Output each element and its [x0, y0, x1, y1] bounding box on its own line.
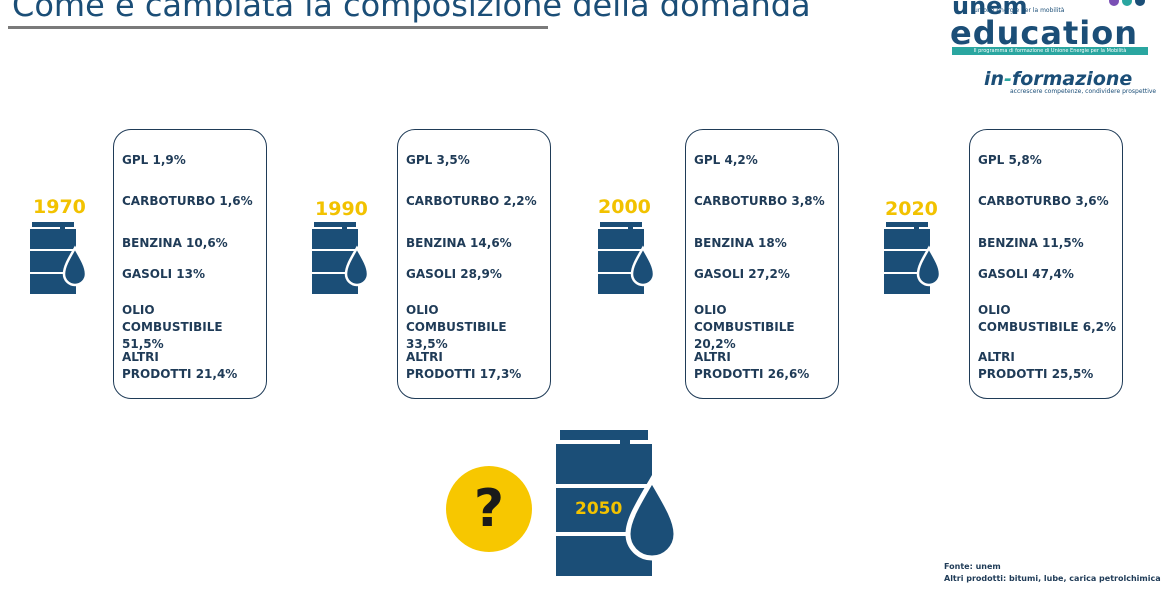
benzina-value: BENZINA 18%: [694, 236, 787, 250]
gasoli-value: GASOLI 27,2%: [694, 267, 790, 281]
education-logo: education: [950, 14, 1138, 52]
informazione-accent: -: [1004, 68, 1012, 90]
altri-prodotti-value: ALTRI PRODOTTI 26,6%: [694, 350, 810, 381]
year-label: 1990: [315, 198, 368, 220]
olio-combustibile-value: OLIO COMBUSTIBILE 6,2%: [978, 303, 1117, 334]
year-label: 1970: [33, 196, 86, 218]
carboturbo-value: CARBOTURBO 3,6%: [978, 194, 1109, 208]
year-label: 2020: [885, 198, 938, 220]
question-mark-icon: ?: [446, 466, 532, 552]
education-logo-subtitle: Il programma di formazione di Unione Ene…: [952, 47, 1148, 55]
benzina-value: BENZINA 11,5%: [978, 236, 1084, 250]
title-underline: [8, 26, 548, 29]
gpl-value: GPL 5,8%: [978, 153, 1042, 167]
oil-barrel-icon: [312, 222, 370, 294]
question-mark-text: ?: [473, 479, 505, 539]
carboturbo-value: CARBOTURBO 1,6%: [122, 194, 253, 208]
year-label: 2000: [598, 196, 651, 218]
benzina-value: BENZINA 14,6%: [406, 236, 512, 250]
gasoli-value: GASOLI 28,9%: [406, 267, 502, 281]
unem-logo: unem: [952, 0, 1028, 20]
unem-logo-subtitle: unione energie per la mobilità: [974, 7, 1065, 14]
gasoli-value: GASOLI 47,4%: [978, 267, 1074, 281]
altri-prodotti-value: ALTRI PRODOTTI 21,4%: [122, 350, 238, 381]
olio-combustibile-value: OLIO COMBUSTIBILE 51,5%: [122, 303, 223, 351]
composition-card-2020: GPL 5,8% CARBOTURBO 3,6% BENZINA 11,5% G…: [969, 129, 1123, 399]
oil-barrel-icon: [598, 222, 656, 294]
gpl-value: GPL 3,5%: [406, 153, 470, 167]
page-title: Come è cambiata la composizione della do…: [12, 0, 811, 24]
gpl-value: GPL 1,9%: [122, 153, 186, 167]
benzina-value: BENZINA 10,6%: [122, 236, 228, 250]
olio-combustibile-value: OLIO COMBUSTIBILE 33,5%: [406, 303, 507, 351]
oil-barrel-icon: [30, 222, 88, 294]
source-line: Fonte: unem: [944, 562, 1001, 571]
composition-card-1990: GPL 3,5% CARBOTURBO 2,2% BENZINA 14,6% G…: [397, 129, 551, 399]
carboturbo-value: CARBOTURBO 2,2%: [406, 194, 537, 208]
informazione-prefix: in: [984, 68, 1005, 90]
source-note: Fonte: unem Altri prodotti: bitumi, lube…: [944, 561, 1161, 585]
oil-barrel-2050-icon: [556, 430, 679, 576]
logo-dots-icon: [1109, 0, 1145, 6]
source-note-line: Altri prodotti: bitumi, lube, carica pet…: [944, 574, 1161, 583]
carboturbo-value: CARBOTURBO 3,8%: [694, 194, 825, 208]
year-2050-label: 2050: [575, 499, 623, 519]
composition-card-1970: GPL 1,9% CARBOTURBO 1,6% BENZINA 10,6% G…: [113, 129, 267, 399]
oil-barrel-icon: [884, 222, 942, 294]
informazione-logo: in-formazione: [984, 68, 1132, 90]
informazione-suffix: formazione: [1011, 68, 1133, 90]
gasoli-value: GASOLI 13%: [122, 267, 205, 281]
composition-card-2000: GPL 4,2% CARBOTURBO 3,8% BENZINA 18% GAS…: [685, 129, 839, 399]
altri-prodotti-value: ALTRI PRODOTTI 25,5%: [978, 350, 1094, 381]
gpl-value: GPL 4,2%: [694, 153, 758, 167]
informazione-logo-subtitle: accrescere competenze, condividere prosp…: [1010, 88, 1157, 95]
olio-combustibile-value: OLIO COMBUSTIBILE 20,2%: [694, 303, 795, 351]
altri-prodotti-value: ALTRI PRODOTTI 17,3%: [406, 350, 522, 381]
